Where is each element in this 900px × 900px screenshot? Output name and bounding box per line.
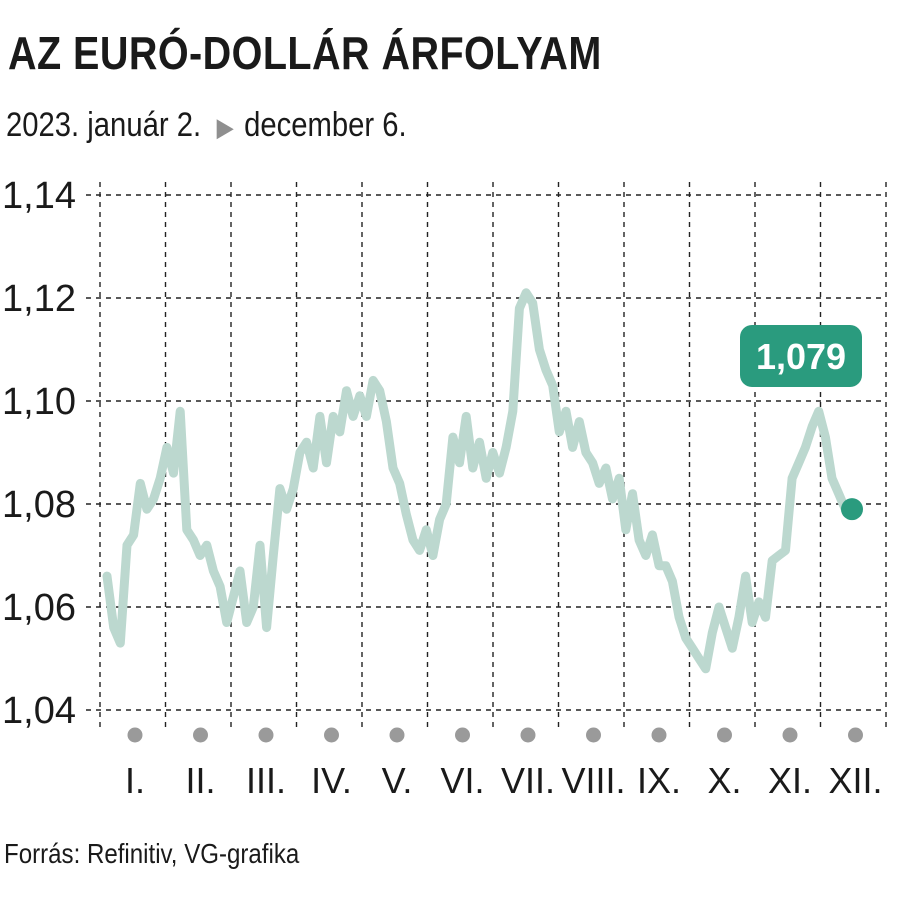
last-value-label: 1,079 (756, 336, 846, 377)
last-value-point (841, 498, 863, 521)
y-tick-label: 1,08 (2, 484, 76, 526)
month-label: IX. (637, 760, 681, 801)
last-value-badge (740, 325, 862, 387)
chart-title: AZ EURÓ-DOLLÁR ÁRFOLYAM (8, 27, 602, 79)
month-marker-dot (782, 727, 798, 743)
month-marker-dot (717, 727, 732, 743)
month-label: VII. (501, 760, 555, 801)
month-marker-dot (127, 727, 143, 743)
chart-subtitle: 2023. január 2. ▶ december 6. (6, 108, 407, 142)
month-label: III. (246, 760, 286, 801)
subtitle-end: december 6. (244, 106, 407, 144)
month-label: X. (707, 760, 741, 801)
month-marker-dot (258, 727, 274, 743)
month-label: I. (125, 760, 145, 801)
month-marker-dot (520, 727, 536, 743)
month-marker-dot (193, 727, 208, 743)
month-marker-dot (848, 727, 863, 743)
month-marker-dot (651, 727, 667, 743)
y-tick-label: 1,04 (2, 690, 76, 732)
y-tick-label: 1,06 (2, 587, 76, 629)
play-triangle-icon: ▶ (216, 112, 234, 142)
month-label: VIII. (561, 760, 625, 801)
month-label: V. (382, 760, 413, 801)
subtitle-start: 2023. január 2. (6, 106, 202, 144)
month-label: IV. (311, 760, 352, 801)
source-note: Forrás: Refinitiv, VG-grafika (4, 838, 300, 869)
month-label: XII. (828, 760, 882, 801)
month-marker-dot (586, 727, 601, 743)
month-marker-dot (455, 727, 470, 743)
y-tick-label: 1,10 (2, 381, 76, 423)
month-label: VI. (440, 760, 484, 801)
y-tick-label: 1,12 (2, 278, 76, 320)
month-label: II. (185, 760, 215, 801)
month-label: XI. (768, 760, 812, 801)
y-tick-label: 1,14 (2, 175, 76, 217)
month-marker-dot (389, 727, 405, 743)
month-marker-dot (324, 727, 339, 743)
eur-usd-series-line (102, 288, 857, 674)
